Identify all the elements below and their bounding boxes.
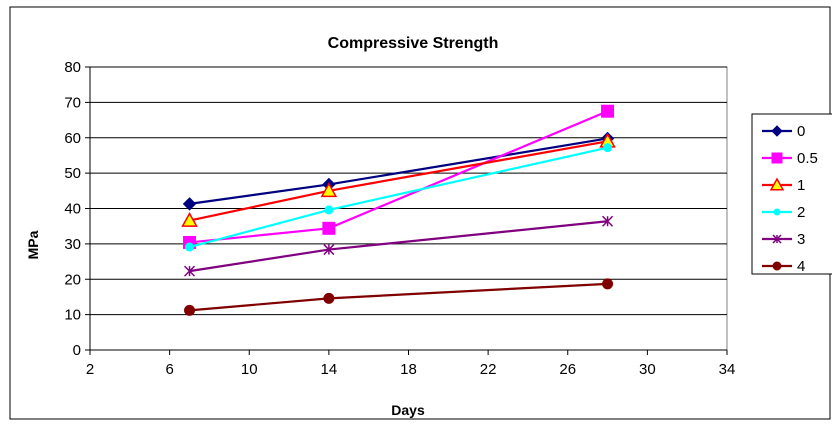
y-tick-label: 20 (64, 271, 81, 288)
data-point (602, 278, 614, 290)
legend-box (751, 113, 832, 275)
legend-label: 3 (797, 231, 805, 248)
y-tick-label: 10 (64, 307, 81, 324)
data-point (772, 234, 782, 244)
y-axis-label: MPa (25, 230, 41, 259)
data-point (323, 292, 335, 304)
y-tick-label: 70 (64, 94, 81, 111)
data-point (769, 177, 785, 191)
data-point (771, 125, 783, 137)
y-tick-label: 40 (64, 201, 81, 218)
x-tick-label: 10 (241, 361, 258, 378)
data-point (182, 197, 197, 211)
legend-label: 1 (797, 177, 805, 194)
data-point (323, 244, 335, 256)
legend: 0 0.5 1 2 3 4 (762, 123, 818, 275)
data-point (602, 215, 614, 227)
legend-label: 0.5 (797, 150, 818, 167)
data-point (184, 304, 196, 316)
x-tick-label: 30 (639, 361, 656, 378)
data-point (773, 208, 781, 216)
x-tick-label: 34 (719, 361, 736, 378)
legend-label: 4 (797, 258, 805, 275)
data-point (771, 152, 783, 164)
x-tick-label: 22 (480, 361, 497, 378)
y-tick-label: 30 (64, 236, 81, 253)
series-layer (181, 104, 616, 316)
data-point (181, 211, 198, 227)
x-tick-label: 14 (321, 361, 338, 378)
data-point (322, 221, 336, 235)
y-tick-label: 0 (73, 342, 81, 359)
legend-label: 2 (797, 204, 805, 221)
legend-label: 0 (797, 123, 805, 140)
data-point (185, 242, 195, 252)
data-point (320, 182, 338, 198)
x-tick-label: 6 (165, 361, 173, 378)
y-tick-label: 60 (64, 130, 81, 147)
data-point (601, 104, 615, 118)
chart-title: Compressive Strength (328, 35, 499, 52)
x-tick-label: 26 (559, 361, 576, 378)
x-axis-label: Days (391, 402, 425, 418)
x-tick-label: 2 (86, 361, 94, 378)
data-point (603, 143, 613, 153)
data-point (184, 265, 196, 277)
y-tick-label: 50 (64, 165, 81, 182)
data-point (772, 261, 782, 271)
y-tick-label: 80 (64, 59, 81, 76)
grid (90, 66, 727, 316)
x-tick-label: 18 (400, 361, 417, 378)
data-point (324, 205, 334, 215)
